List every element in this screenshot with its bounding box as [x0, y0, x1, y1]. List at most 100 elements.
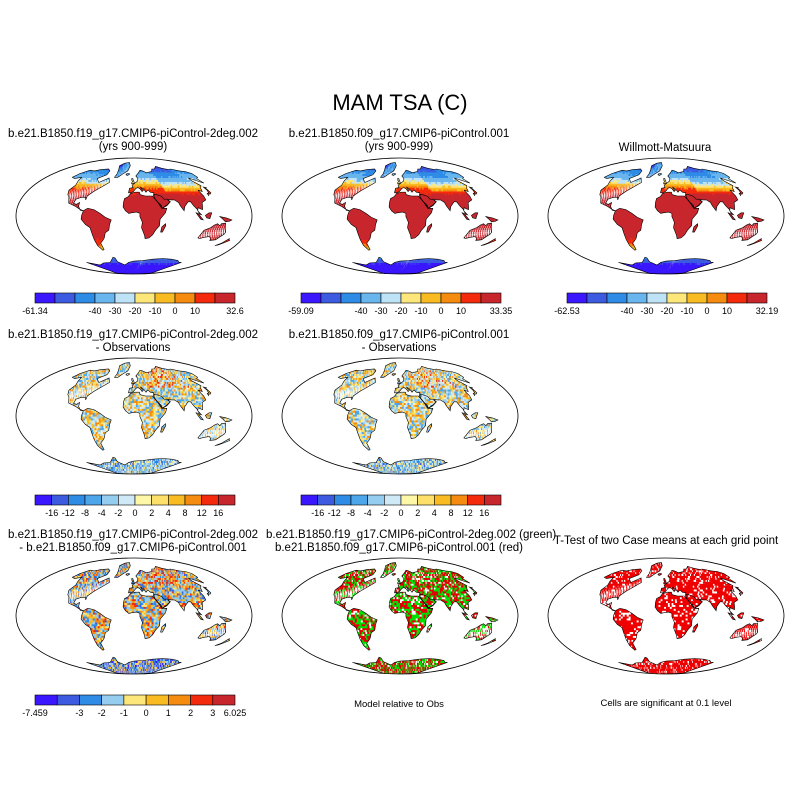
colorbar-swatch	[317, 494, 335, 506]
panel-2-title-line2: (yrs 900-999)	[266, 141, 532, 154]
colorbar-swatch	[214, 292, 236, 304]
colorbar-swatch	[212, 694, 236, 706]
colorbar-swatch	[79, 694, 102, 706]
colorbar-swatch	[626, 292, 648, 304]
colorbar-tick-label: 4	[432, 508, 437, 518]
colorbar-tick-label: -12	[328, 508, 341, 518]
map-panel-ttest	[547, 557, 785, 675]
panel-7-title-line2: - b.e21.B1850.f09_g17.CMIP6-piControl.00…	[0, 542, 266, 555]
colorbar-tick-label: 16	[479, 508, 489, 518]
colorbar-swatch	[360, 292, 382, 304]
colorbar-tick-label: -30	[640, 306, 653, 316]
colorbar-tick-label: 32.6	[226, 306, 244, 316]
caption-significance: Cells are significant at 0.1 level	[532, 698, 800, 709]
colorbar-swatch	[201, 494, 219, 506]
colorbar-swatch	[56, 694, 80, 706]
colorbar-swatch	[666, 292, 688, 304]
colorbar-panel-5: -16 -12 -8 -4 -2 0 2 4 8 12 16	[300, 494, 502, 518]
colorbar-swatch	[706, 292, 728, 304]
colorbar-swatch	[134, 494, 152, 506]
colorbar-swatch	[114, 292, 136, 304]
colorbar-tick-label: 12	[197, 508, 207, 518]
colorbar-tick-label: -20	[128, 306, 141, 316]
colorbar-swatch	[450, 494, 468, 506]
colorbar-swatch	[417, 494, 435, 506]
colorbar-tick-label: 10	[190, 306, 200, 316]
colorbar-swatch	[420, 292, 442, 304]
colorbar-tick-label: -4	[98, 508, 106, 518]
colorbar-tick-label: 2	[415, 508, 420, 518]
colorbar-swatch	[34, 694, 58, 706]
colorbar-tick-label: -20	[660, 306, 673, 316]
panel-8-title-line2: b.e21.B1850.f09_g17.CMIP6-piControl.001 …	[266, 542, 532, 555]
colorbar-swatch	[174, 292, 196, 304]
colorbar-tick-label: -30	[374, 306, 387, 316]
colorbar-tick-label: -16	[45, 508, 58, 518]
colorbar-swatch	[123, 694, 147, 706]
panel-2-title: b.e21.B1850.f09_g17.CMIP6-piControl.001 …	[266, 128, 532, 154]
colorbar-panel-4: -16 -12 -8 -4 -2 0 2 4 8 12 16	[34, 494, 236, 518]
colorbar-tick-label: 10	[456, 306, 466, 316]
colorbar-tick-label: 0	[144, 708, 149, 718]
colorbar-swatch	[101, 494, 119, 506]
colorbar-swatch	[384, 494, 402, 506]
colorbar-tick-label: -40	[620, 306, 633, 316]
map-panel-1deg-minus-obs	[281, 357, 519, 475]
panel-4-title: b.e21.B1850.f19_g17.CMIP6-piControl-2deg…	[0, 329, 266, 355]
colorbar-panel-1: -61.34 -40 -30 -20 -10 0 10 32.6	[22, 292, 244, 316]
colorbar-tick-label: -3	[75, 708, 83, 718]
figure-title: MAM TSA (C)	[0, 90, 800, 116]
colorbar-tick-label: -59.09	[288, 306, 314, 316]
colorbar-tick-label: 2	[188, 708, 193, 718]
colorbar-tick-label: 1	[166, 708, 171, 718]
colorbar-swatch	[746, 292, 768, 304]
colorbar-tick-label: 33.35	[490, 306, 513, 316]
colorbar-tick-label: 0	[132, 508, 137, 518]
colorbar-swatch	[350, 494, 368, 506]
panel-5-title: b.e21.B1850.f09_g17.CMIP6-piControl.001 …	[266, 329, 532, 355]
colorbar-tick-label: 0	[704, 306, 709, 316]
colorbar-panel-7: -7.459 -3 -2 -1 0 1 2 3 6.025	[22, 694, 247, 718]
colorbar-swatch	[94, 292, 116, 304]
colorbar-swatch	[467, 494, 485, 506]
colorbar-tick-label: -4	[364, 508, 372, 518]
colorbar-swatch	[686, 292, 708, 304]
colorbar-tick-label: 10	[722, 306, 732, 316]
colorbar-tick-label: 12	[463, 508, 473, 518]
panel-4-title-line2: - Observations	[0, 342, 266, 355]
colorbar-swatch	[51, 494, 69, 506]
colorbar-tick-label: -40	[88, 306, 101, 316]
colorbar-swatch	[190, 694, 214, 706]
colorbar-tick-label: -20	[394, 306, 407, 316]
colorbar-swatch	[340, 292, 362, 304]
map-panel-observations	[547, 157, 785, 275]
panel-7-title-line1: b.e21.B1850.f19_g17.CMIP6-piControl-2deg…	[0, 529, 266, 542]
panel-1-title: b.e21.B1850.f19_g17.CMIP6-piControl-2deg…	[0, 128, 266, 154]
colorbar-tick-label: 2	[149, 508, 154, 518]
panel-1-title-line2: (yrs 900-999)	[0, 141, 266, 154]
map-panel-2deg-minus-obs	[15, 357, 253, 475]
colorbar-swatch	[606, 292, 628, 304]
colorbar-tick-label: 16	[213, 508, 223, 518]
colorbar-tick-label: -2	[380, 508, 388, 518]
colorbar-tick-label: -7.459	[22, 708, 48, 718]
panel-1-title-line1: b.e21.B1850.f19_g17.CMIP6-piControl-2deg…	[0, 128, 266, 141]
colorbar-tick-label: -40	[354, 306, 367, 316]
colorbar-tick-label: -10	[148, 306, 161, 316]
map-panel-model-1deg	[281, 157, 519, 275]
colorbar-swatch	[566, 292, 588, 304]
colorbar-swatch	[145, 694, 169, 706]
colorbar-swatch	[484, 494, 502, 506]
colorbar-swatch	[34, 292, 56, 304]
panel-3-title-line1: Willmott-Matsuura	[532, 142, 798, 155]
colorbar-swatch	[154, 292, 176, 304]
colorbar-swatch	[460, 292, 482, 304]
colorbar-tick-label: -12	[62, 508, 75, 518]
colorbar-tick-label: 4	[166, 508, 171, 518]
colorbar-tick-label: -2	[98, 708, 106, 718]
colorbar-swatch	[184, 494, 202, 506]
panel-9-title-line1: T-Test of two Case means at each grid po…	[532, 535, 800, 548]
colorbar-tick-label: 0	[398, 508, 403, 518]
colorbar-tick-label: 6.025	[224, 708, 247, 718]
colorbar-swatch	[54, 292, 76, 304]
